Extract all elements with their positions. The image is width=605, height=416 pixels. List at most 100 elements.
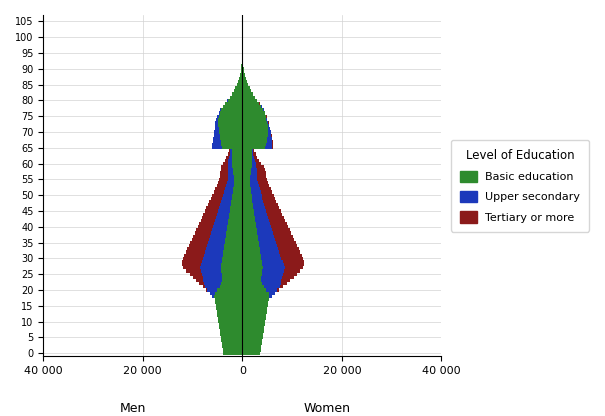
Bar (270, 222, 287, 225)
Bar (243, 279, 261, 282)
Bar (243, 247, 260, 250)
Bar (190, 241, 209, 244)
Bar (269, 295, 272, 298)
Bar (243, 352, 260, 355)
Bar (243, 326, 264, 329)
Bar (252, 193, 262, 197)
Bar (218, 118, 243, 121)
Bar (224, 191, 233, 193)
Bar (215, 121, 218, 124)
Bar (250, 175, 257, 178)
Bar (264, 203, 278, 206)
Bar (223, 349, 243, 352)
Bar (243, 159, 252, 162)
Bar (228, 168, 233, 171)
Bar (220, 329, 243, 333)
Bar (254, 156, 257, 159)
Bar (243, 339, 262, 342)
Bar (243, 67, 244, 70)
Bar (243, 184, 250, 187)
Bar (267, 124, 269, 127)
Bar (250, 184, 259, 187)
Bar (218, 317, 243, 320)
Bar (216, 304, 243, 307)
Bar (232, 193, 243, 197)
Bar (251, 191, 261, 193)
Bar (284, 266, 303, 270)
Bar (243, 270, 262, 272)
Bar (255, 215, 268, 219)
Text: Men: Men (120, 402, 146, 415)
Bar (239, 77, 243, 80)
Bar (261, 191, 272, 193)
Bar (243, 114, 266, 118)
Bar (214, 225, 227, 228)
Bar (262, 260, 283, 263)
Bar (243, 215, 255, 219)
Bar (217, 310, 243, 314)
Bar (228, 165, 232, 168)
Bar (232, 197, 243, 200)
Bar (200, 266, 221, 270)
Bar (280, 254, 301, 257)
Bar (243, 244, 260, 247)
Bar (243, 191, 251, 193)
Bar (243, 197, 252, 200)
Bar (218, 111, 220, 114)
Bar (243, 108, 263, 111)
Bar (252, 156, 254, 159)
Bar (266, 143, 272, 146)
Bar (237, 83, 243, 86)
Bar (229, 213, 243, 215)
Bar (261, 254, 280, 257)
Bar (267, 137, 272, 140)
Bar (243, 162, 252, 165)
Bar (226, 187, 234, 191)
Bar (243, 295, 269, 298)
Bar (253, 209, 266, 213)
Bar (231, 149, 232, 153)
Bar (209, 241, 225, 244)
Bar (243, 250, 260, 254)
Bar (243, 175, 250, 178)
Bar (218, 209, 230, 213)
Bar (203, 257, 223, 260)
Bar (222, 260, 243, 263)
Bar (243, 213, 254, 215)
Bar (203, 276, 223, 279)
Bar (226, 184, 234, 187)
Bar (234, 171, 243, 175)
Bar (243, 143, 266, 146)
Bar (202, 272, 222, 276)
Bar (243, 206, 253, 209)
Bar (266, 209, 281, 213)
Bar (220, 111, 243, 114)
Bar (215, 124, 218, 127)
Bar (260, 187, 270, 191)
Bar (221, 339, 243, 342)
Bar (243, 137, 267, 140)
Bar (206, 288, 208, 292)
Bar (262, 263, 284, 266)
Bar (223, 146, 243, 149)
Bar (222, 342, 243, 345)
Bar (231, 206, 243, 209)
Bar (221, 140, 243, 143)
Bar (273, 231, 291, 235)
Bar (255, 159, 259, 162)
Bar (235, 86, 243, 89)
Bar (223, 276, 243, 279)
Bar (243, 146, 265, 149)
Bar (220, 285, 243, 288)
Bar (221, 143, 243, 146)
Bar (214, 130, 220, 134)
Bar (205, 209, 218, 213)
Bar (256, 222, 270, 225)
Bar (243, 102, 260, 105)
Bar (230, 209, 243, 213)
Bar (197, 225, 214, 228)
Bar (196, 279, 203, 282)
Bar (243, 105, 261, 108)
Bar (220, 175, 228, 178)
Bar (243, 288, 266, 292)
